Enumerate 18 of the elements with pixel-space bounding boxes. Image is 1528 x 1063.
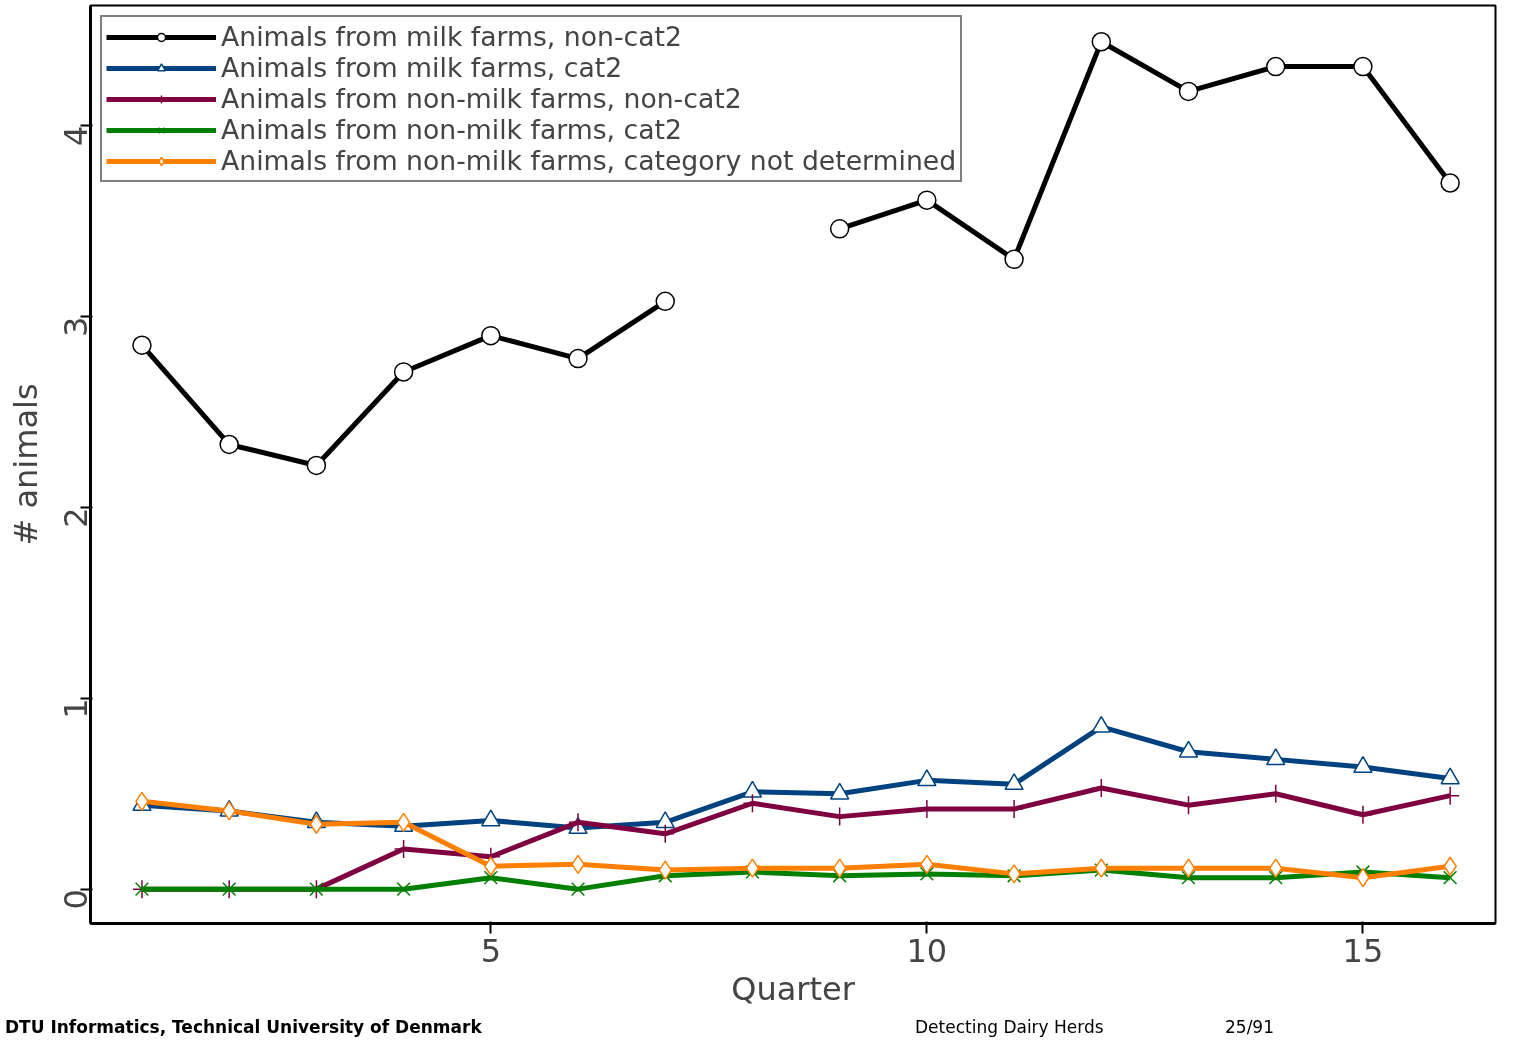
- legend-label: Animals from milk farms, non-cat2: [221, 21, 682, 52]
- legend-label: Animals from milk farms, cat2: [221, 52, 623, 83]
- legend-label: Animals from non-milk farms, non-cat2: [221, 83, 742, 114]
- y-tick-label: 1: [57, 698, 95, 719]
- legend-label: Animals from non-milk farms, category not determined: [221, 145, 957, 176]
- x-tick-label: 15: [1342, 931, 1384, 970]
- y-tick-label: 3: [57, 316, 95, 337]
- text: DTU Informatics, Technical University of Denmark: [5, 1016, 482, 1039]
- y-tick-label: 2: [57, 507, 95, 528]
- text: 25/91: [1225, 1016, 1274, 1039]
- text: Detecting Dairy Herds: [915, 1016, 1104, 1039]
- y-axis-title: # animals: [6, 383, 45, 546]
- x-tick-label: 5: [480, 931, 501, 970]
- x-axis-title: Quarter: [731, 969, 856, 1008]
- x-tick-label: 10: [906, 931, 948, 970]
- legend-label: Animals from non-milk farms, cat2: [221, 114, 682, 145]
- y-tick-label: 0: [57, 889, 95, 910]
- y-tick-label: 4: [57, 125, 95, 147]
